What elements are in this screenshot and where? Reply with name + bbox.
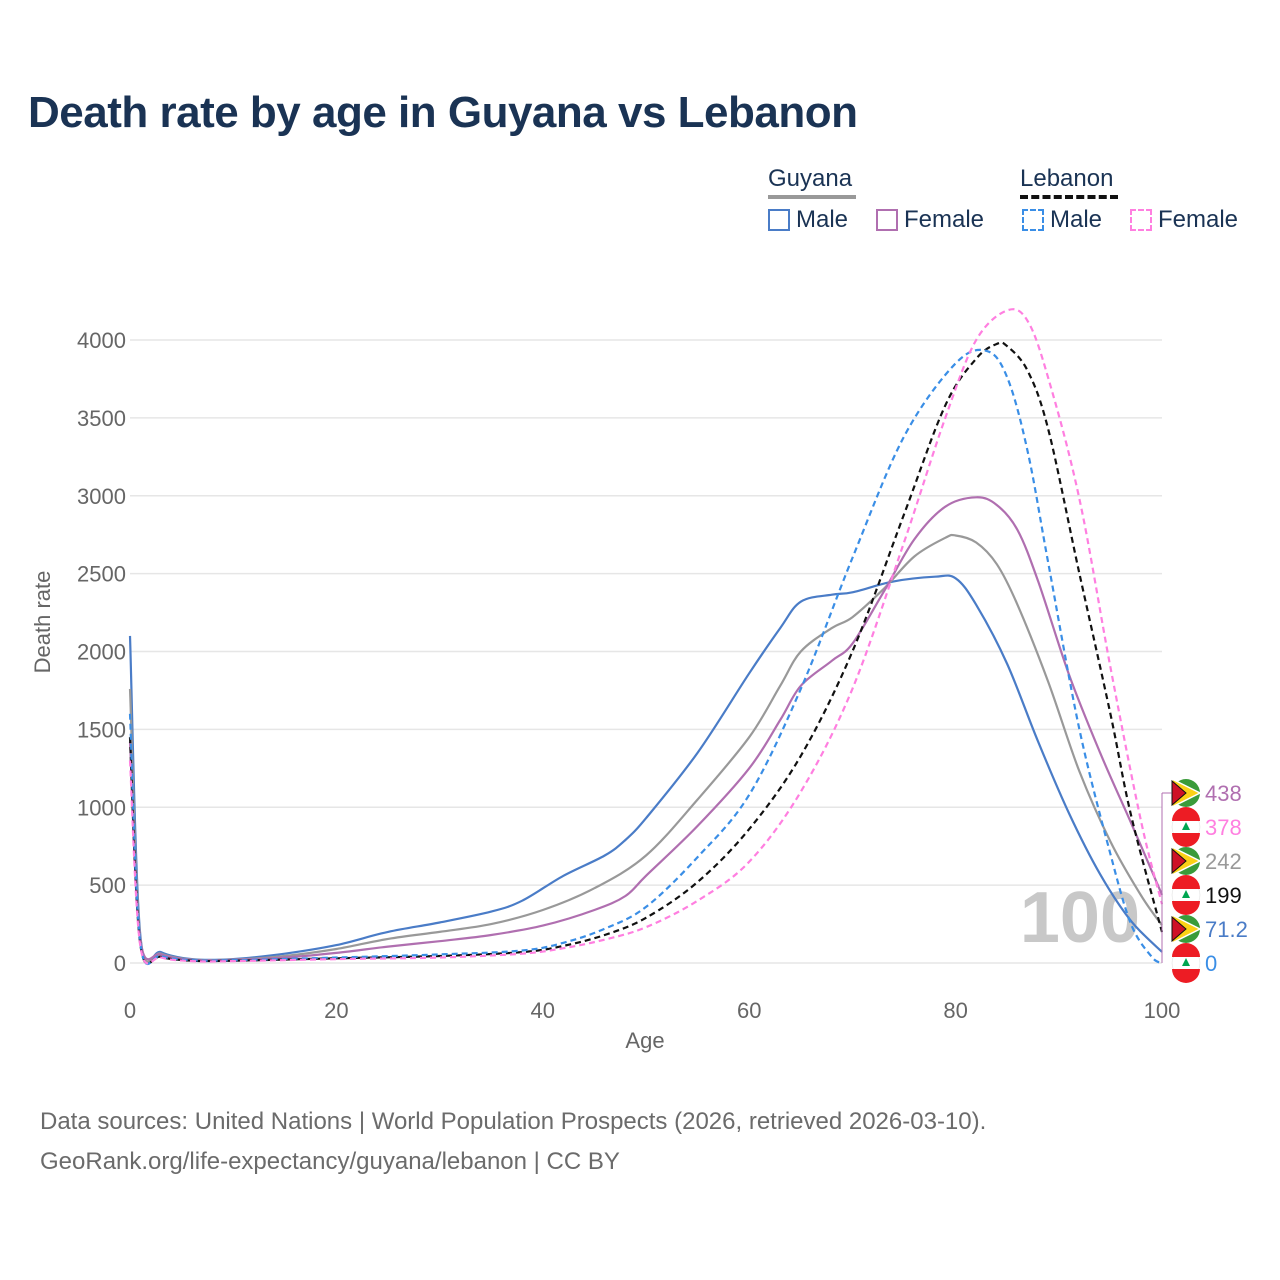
lebanon-flag-cedar — [1182, 822, 1190, 830]
series-line-lebanon-male[interactable] — [128, 348, 1163, 966]
x-tick-label-20: 20 — [324, 998, 348, 1023]
legend-label-lebanon-female: Female — [1158, 206, 1239, 233]
legend-swatch-guyana-female — [876, 209, 898, 231]
x-tick-label-80: 80 — [943, 998, 967, 1023]
y-tick-label-1000: 1000 — [77, 795, 126, 820]
legend-item-lebanon-male[interactable]: Male — [1022, 206, 1102, 234]
lebanon-flag-cedar — [1182, 958, 1190, 966]
end-label-lebanon-3: 199 — [1171, 875, 1242, 915]
y-tick-label-2500: 2500 — [77, 562, 126, 587]
end-label-guyana-0: 438 — [1171, 777, 1242, 809]
legend-group-lebanon[interactable]: Lebanon — [1020, 165, 1118, 199]
legend-group-guyana-label: Guyana — [768, 165, 853, 192]
guyana-flag-triangle — [1171, 847, 1187, 875]
lebanon-flag-bottom-stripe — [1172, 969, 1200, 983]
guyana-flag-icon — [1172, 847, 1200, 875]
guyana-flag-triangle — [1171, 779, 1187, 807]
end-label-value: 242 — [1205, 849, 1242, 874]
y-tick-label-0: 0 — [114, 951, 126, 976]
end-label-guyana-4: 71.2 — [1171, 913, 1248, 945]
series-line-guyana-male[interactable] — [128, 574, 1163, 964]
x-tick-label-40: 40 — [531, 998, 555, 1023]
legend-item-guyana-female[interactable]: Female — [876, 206, 984, 234]
legend-item-lebanon-female[interactable]: Female — [1130, 206, 1238, 234]
guyana-flag-icon — [1172, 915, 1200, 943]
series-line-lebanon-both[interactable] — [128, 341, 1164, 965]
end-labels: 438 378 242 199 71.2 0 — [1161, 777, 1248, 983]
footer-link[interactable]: GeoRank.org/life-expectancy/guyana/leban… — [40, 1148, 620, 1175]
y-tick-label-1500: 1500 — [77, 717, 126, 742]
lebanon-flag-cedar — [1182, 890, 1190, 898]
legend-label-guyana-male: Male — [796, 206, 849, 233]
x-axis-ticks: 0 20 40 60 80 100 — [124, 998, 1180, 1023]
guyana-flag-arrow — [1171, 913, 1202, 945]
lebanon-flag-top-stripe — [1172, 943, 1200, 957]
end-label-value: 0 — [1205, 951, 1217, 976]
lebanon-flag-top-stripe — [1172, 875, 1200, 889]
lebanon-flag-bottom-stripe — [1172, 833, 1200, 847]
series-line-guyana-both[interactable] — [128, 533, 1163, 963]
footer-sources: Data sources: United Nations | World Pop… — [40, 1108, 987, 1135]
end-label-lebanon-1: 378 — [1171, 807, 1242, 847]
x-tick-label-0: 0 — [124, 998, 136, 1023]
guyana-flag-arrow — [1171, 845, 1202, 877]
lebanon-flag-bottom-stripe — [1172, 901, 1200, 915]
end-label-value: 378 — [1205, 815, 1242, 840]
guyana-flag-icon — [1172, 779, 1200, 807]
series-line-guyana-female[interactable] — [128, 496, 1164, 962]
legend-group-guyana[interactable]: Guyana — [768, 165, 856, 199]
end-label-value: 71.2 — [1205, 917, 1248, 942]
x-tick-label-100: 100 — [1144, 998, 1181, 1023]
series-lines — [128, 308, 1164, 966]
y-tick-label-500: 500 — [89, 873, 126, 898]
legend-label-lebanon-male: Male — [1050, 206, 1103, 233]
lebanon-flag-top-stripe — [1172, 807, 1200, 821]
legend-group-guyana-line — [768, 195, 856, 199]
end-label-value: 199 — [1205, 883, 1242, 908]
y-tick-label-4000: 4000 — [77, 328, 126, 353]
end-label-guyana-2: 242 — [1171, 845, 1242, 877]
y-axis-ticks: 0 500 1000 1500 2000 2500 3000 3500 4000 — [77, 328, 126, 976]
lebanon-flag-icon — [1171, 948, 1201, 978]
lebanon-flag-icon — [1171, 880, 1201, 910]
x-tick-label-60: 60 — [737, 998, 761, 1023]
end-label-value: 438 — [1205, 781, 1242, 806]
end-label-lebanon-5: 0 — [1171, 943, 1217, 983]
legend-swatch-lebanon-female — [1130, 209, 1152, 231]
lebanon-flag-icon — [1171, 812, 1201, 842]
legend-swatch-lebanon-male — [1022, 209, 1044, 231]
legend-group-lebanon-line — [1020, 195, 1118, 199]
legend-group-lebanon-label: Lebanon — [1020, 165, 1114, 192]
y-tick-label-3500: 3500 — [77, 406, 126, 431]
y-tick-label-2000: 2000 — [77, 640, 126, 665]
x-axis-label: Age — [625, 1028, 664, 1053]
legend-swatch-guyana-male — [768, 209, 790, 231]
hover-age-label: 100 — [1020, 878, 1140, 958]
y-axis-label: Death rate — [30, 571, 55, 674]
chart-title: Death rate by age in Guyana vs Lebanon — [28, 88, 858, 137]
y-tick-label-3000: 3000 — [77, 484, 126, 509]
legend-label-guyana-female: Female — [904, 206, 985, 233]
guyana-flag-triangle — [1171, 915, 1187, 943]
guyana-flag-arrow — [1171, 777, 1202, 809]
series-line-lebanon-female[interactable] — [128, 308, 1164, 965]
legend-item-guyana-male[interactable]: Male — [768, 206, 848, 234]
gridlines — [130, 339, 1162, 964]
